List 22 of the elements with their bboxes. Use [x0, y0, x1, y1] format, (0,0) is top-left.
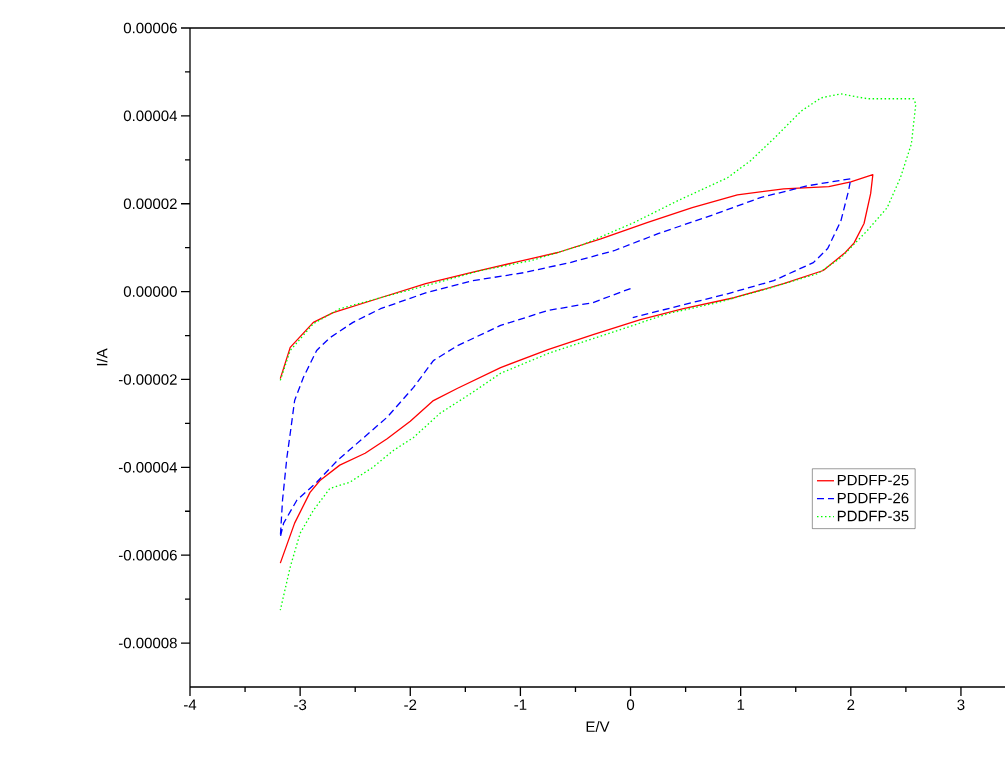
y-tick-label: -0.00002: [118, 374, 177, 385]
x-tick-label: -1: [514, 699, 527, 710]
x-tick-label: 3: [957, 699, 965, 711]
x-tick-label: -2: [404, 699, 417, 710]
y-tick-label: 0.00006: [123, 22, 177, 34]
legend-label: PDDFP-35: [837, 510, 909, 522]
x-tick-label: 2: [847, 699, 855, 710]
y-tick-label: 0.00000: [123, 286, 177, 297]
y-tick-label: 0.00004: [123, 110, 178, 122]
x-tick-label: 0: [626, 699, 635, 711]
y-tick-label: -0.00006: [118, 549, 177, 561]
y-tick-label: -0.00008: [118, 637, 177, 649]
x-axis-title: E/V: [586, 720, 610, 732]
y-tick-label: -0.00004: [118, 462, 178, 473]
x-tick-label: -3: [294, 699, 307, 711]
y-axis-title: I/A: [96, 348, 108, 366]
x-tick-label: -4: [184, 699, 197, 710]
x-tick-label: 1: [737, 699, 745, 710]
line-series: [279, 93, 917, 611]
legend-label: PDDFP-25: [837, 474, 909, 486]
legend-label: PDDFP-26: [837, 492, 909, 504]
y-tick-label: 0.00002: [123, 198, 177, 210]
